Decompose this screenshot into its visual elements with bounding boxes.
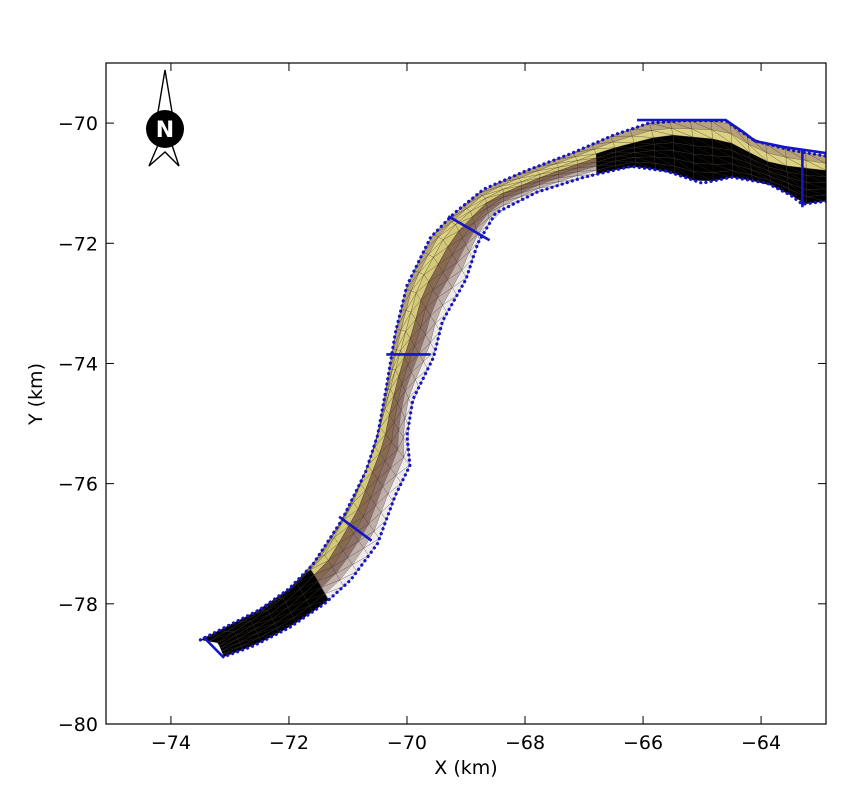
mesh-cell xyxy=(293,605,313,623)
x-tick-label: −74 xyxy=(151,732,191,754)
x-axis-label: X (km) xyxy=(434,757,497,779)
y-tick-label: −72 xyxy=(58,233,98,255)
mesh-cell xyxy=(239,633,260,647)
mesh-cell xyxy=(288,594,307,613)
mesh-cell xyxy=(285,588,304,608)
mesh-cell xyxy=(654,142,674,151)
y-tick-label: −80 xyxy=(58,714,98,736)
x-tick-label: −72 xyxy=(269,732,309,754)
mesh-cell xyxy=(272,607,291,624)
mesh-cell xyxy=(615,142,635,153)
mesh-cell xyxy=(217,631,237,646)
mesh-cell xyxy=(237,629,258,643)
glacier-layer xyxy=(198,118,826,659)
mesh-cell xyxy=(220,638,240,652)
mesh-cell xyxy=(634,137,655,148)
mesh-cell xyxy=(653,135,674,145)
north-arrow-lower-icon xyxy=(148,144,180,167)
y-tick-label: −70 xyxy=(58,113,98,135)
mesh-cell xyxy=(303,581,322,601)
mesh-cell xyxy=(300,574,318,595)
axes-frame xyxy=(105,62,827,725)
x-tick-label: −66 xyxy=(623,732,663,754)
mesh-cell xyxy=(234,620,254,636)
mesh-cell xyxy=(713,163,733,173)
boundary-right-dotted xyxy=(222,164,826,659)
mesh-cell xyxy=(309,593,329,612)
north-arrow-upper-icon xyxy=(157,69,173,113)
x-tick-label: −64 xyxy=(741,732,781,754)
mesh-cell xyxy=(241,637,262,650)
y-tick-label: −78 xyxy=(58,594,98,616)
mesh-cell xyxy=(221,642,242,654)
y-tick-label: −74 xyxy=(58,353,98,375)
y-tick-label: −76 xyxy=(58,474,98,496)
mesh-cell xyxy=(615,162,636,170)
transect-line-3 xyxy=(338,515,373,542)
mesh-cell xyxy=(276,617,297,633)
y-axis-label: Y (km) xyxy=(25,363,47,426)
boundary-solid-segment xyxy=(637,118,826,155)
north-arrow-label: N xyxy=(156,118,174,143)
mesh-cell xyxy=(291,600,310,618)
x-tick-label: −70 xyxy=(387,732,427,754)
tick-layer: −74 −72 −70 −68 −66 −64 −70 −72 −74 −76 −78 −80 xyxy=(58,63,826,754)
north-arrow: N xyxy=(146,69,184,167)
x-tick-label: −68 xyxy=(505,732,545,754)
transect-line-1 xyxy=(447,215,491,242)
mesh-cell xyxy=(634,144,655,153)
mesh-cell xyxy=(713,170,733,181)
transect-line-5 xyxy=(202,635,225,659)
north-arrow-circle-icon xyxy=(146,110,184,148)
mesh-cell xyxy=(219,635,238,649)
mesh-cell xyxy=(236,624,256,639)
